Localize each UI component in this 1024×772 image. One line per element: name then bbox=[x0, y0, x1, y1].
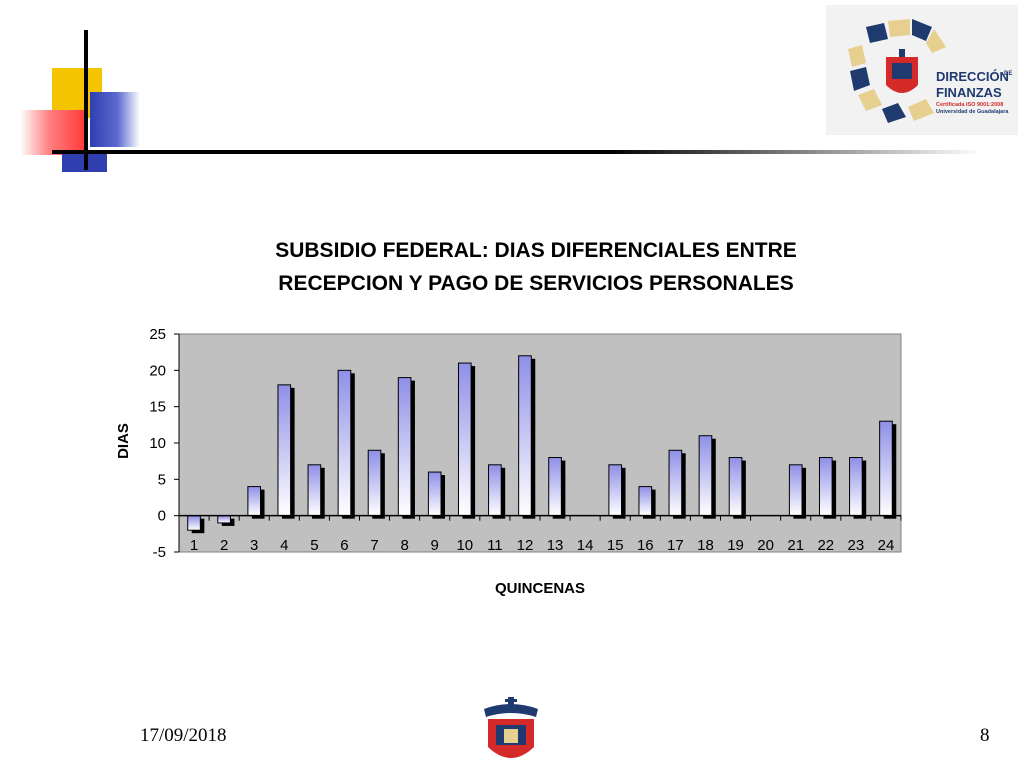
x-tick-label: 2 bbox=[220, 537, 228, 554]
bar bbox=[879, 420, 893, 517]
logo-shield bbox=[886, 49, 918, 93]
x-tick-label: 5 bbox=[310, 537, 318, 554]
slide-date: 17/09/2018 bbox=[140, 725, 227, 746]
decor-blue-block bbox=[90, 92, 140, 147]
x-tick-label: 16 bbox=[637, 537, 654, 554]
y-tick-label: 15 bbox=[149, 399, 166, 416]
x-tick-label: 11 bbox=[487, 537, 503, 554]
y-tick-label: 5 bbox=[158, 471, 166, 488]
bar bbox=[518, 355, 532, 517]
bar bbox=[247, 486, 262, 517]
bar bbox=[638, 486, 653, 517]
y-tick-label: 20 bbox=[149, 362, 166, 379]
bar bbox=[397, 377, 412, 517]
x-tick-label: 18 bbox=[697, 537, 714, 554]
bar bbox=[187, 515, 201, 531]
y-axis: -5 0 5 10 15 20 25 bbox=[149, 326, 180, 561]
x-tick-label: 17 bbox=[667, 537, 684, 554]
bar bbox=[457, 362, 472, 517]
x-tick-label: 22 bbox=[817, 537, 834, 554]
x-tick-label: 19 bbox=[727, 537, 744, 554]
bar bbox=[307, 464, 322, 517]
x-tick-label: 1 bbox=[190, 537, 198, 554]
y-tick-label: -5 bbox=[153, 544, 166, 561]
logo-line3: Certificada ISO 9001:2008 bbox=[936, 102, 1003, 108]
chart-title-line-1: SUBSIDIO FEDERAL: DIAS DIFERENCIALES ENT… bbox=[275, 239, 797, 262]
bar bbox=[548, 457, 562, 517]
x-tick-label: 7 bbox=[370, 537, 378, 554]
x-tick-label: 15 bbox=[607, 537, 624, 554]
logo-graphic: DIRECCIÓN DE FINANZAS Certificada ISO 90… bbox=[848, 19, 1012, 123]
x-tick-label: 23 bbox=[848, 537, 865, 554]
bar bbox=[367, 449, 382, 517]
bar bbox=[818, 457, 833, 517]
y-tick-label: 10 bbox=[149, 435, 166, 452]
x-tick-label: 6 bbox=[340, 537, 348, 554]
decor-vertical-line bbox=[84, 30, 88, 170]
x-tick-label: 13 bbox=[547, 537, 564, 554]
logo-ring bbox=[848, 19, 946, 123]
logo-line2: FINANZAS bbox=[936, 85, 1002, 100]
direccion-finanzas-logo: DIRECCIÓN DE FINANZAS Certificada ISO 90… bbox=[826, 5, 1018, 135]
x-tick-label: 12 bbox=[517, 537, 534, 554]
x-tick-label: 24 bbox=[878, 537, 895, 554]
x-tick-label: 10 bbox=[456, 537, 473, 554]
logo-line1-small: DE bbox=[1004, 71, 1012, 77]
x-axis: 1 2 3 4 5 6 7 8 9 10 11 12 13 14 15 16 17 18 19 20 21 22 23 24 bbox=[179, 514, 902, 554]
x-tick-label: 21 bbox=[787, 537, 804, 554]
x-tick-label: 20 bbox=[757, 537, 774, 554]
logo-line4: Universidad de Guadalajara bbox=[936, 109, 1009, 115]
y-tick-label: 0 bbox=[158, 508, 166, 525]
bar bbox=[427, 471, 442, 517]
x-tick-label: 3 bbox=[250, 537, 258, 554]
y-axis-title: DIAS bbox=[115, 423, 132, 459]
bar bbox=[698, 435, 713, 517]
bar bbox=[788, 464, 803, 517]
emblem-graphic bbox=[484, 697, 538, 758]
bar bbox=[668, 449, 683, 517]
x-tick-label: 8 bbox=[400, 537, 408, 554]
slide-page-number: 8 bbox=[980, 725, 990, 746]
bar bbox=[277, 384, 292, 517]
y-tick-label: 25 bbox=[149, 326, 166, 343]
bar bbox=[728, 457, 743, 517]
x-tick-label: 4 bbox=[280, 537, 288, 554]
bar bbox=[488, 464, 502, 517]
decor-horizontal-line bbox=[52, 150, 982, 154]
university-emblem bbox=[480, 695, 542, 767]
chart-title-line-2: RECEPCION Y PAGO DE SERVICIOS PERSONALES bbox=[278, 272, 793, 295]
x-tick-label: 9 bbox=[431, 537, 439, 554]
bar bbox=[337, 369, 352, 517]
logo-line1: DIRECCIÓN bbox=[936, 69, 1009, 84]
decor-red-block bbox=[20, 110, 85, 155]
bar bbox=[217, 515, 231, 524]
x-tick-label: 14 bbox=[577, 537, 594, 554]
x-axis-title: QUINCENAS bbox=[495, 580, 585, 597]
bars-group bbox=[187, 355, 897, 534]
bar bbox=[608, 464, 623, 517]
bar bbox=[849, 457, 863, 517]
